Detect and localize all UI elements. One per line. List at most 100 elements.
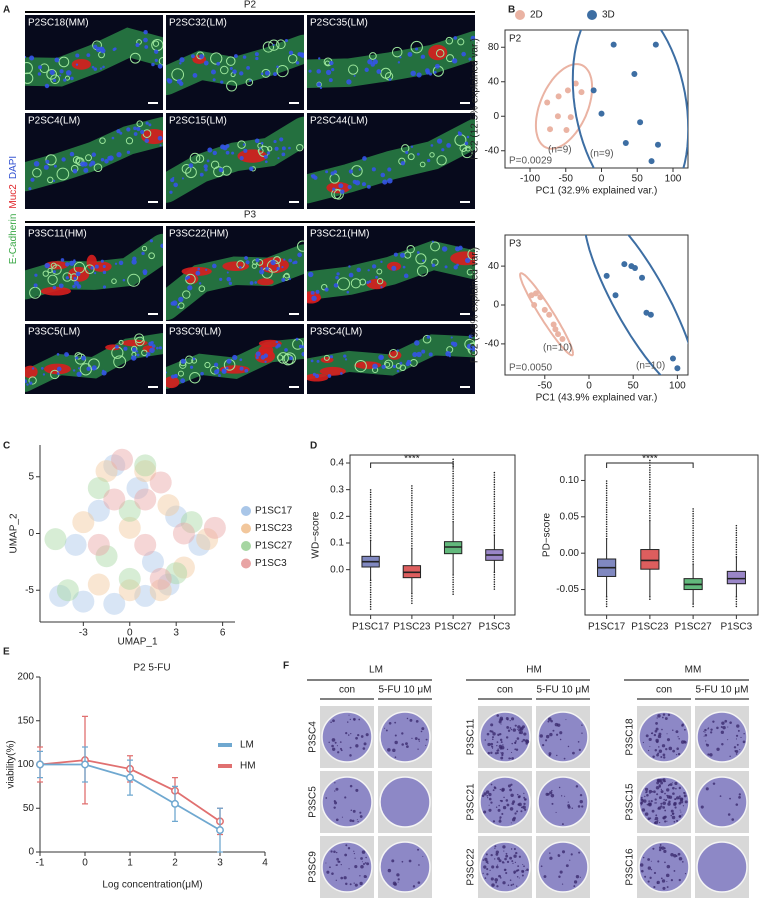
colony bbox=[660, 788, 663, 791]
colony bbox=[521, 869, 525, 873]
colony bbox=[513, 848, 516, 851]
colony bbox=[365, 856, 367, 859]
nucleus bbox=[29, 55, 35, 61]
colony bbox=[366, 862, 370, 866]
nucleus bbox=[73, 276, 77, 281]
colony bbox=[640, 869, 644, 873]
colony bbox=[335, 787, 339, 791]
colony bbox=[673, 854, 677, 858]
colony bbox=[573, 885, 576, 888]
nucleus bbox=[416, 72, 422, 78]
colony-plate bbox=[478, 771, 532, 833]
colony bbox=[511, 860, 514, 863]
colony bbox=[653, 733, 657, 737]
cell-ring bbox=[74, 352, 83, 360]
colony bbox=[742, 740, 746, 744]
nucleus bbox=[170, 178, 175, 183]
nucleus bbox=[297, 252, 302, 258]
nucleus bbox=[171, 374, 175, 379]
colony bbox=[494, 752, 498, 755]
nucleus bbox=[143, 37, 148, 43]
nucleus bbox=[396, 349, 400, 352]
colony bbox=[721, 721, 725, 725]
colony bbox=[333, 850, 336, 854]
colony bbox=[646, 793, 649, 797]
y-tick-label: 200 bbox=[17, 672, 34, 683]
colony bbox=[541, 743, 545, 747]
colony bbox=[359, 811, 362, 814]
colony bbox=[727, 726, 729, 728]
cell-ring bbox=[198, 285, 206, 293]
y-tick-label: 0.10 bbox=[560, 475, 580, 486]
cell-ring bbox=[125, 137, 134, 145]
nucleus bbox=[226, 358, 232, 364]
cell-ring bbox=[461, 146, 473, 159]
colony bbox=[498, 859, 502, 863]
colony bbox=[334, 801, 338, 805]
colony bbox=[522, 863, 524, 866]
nucleus bbox=[284, 348, 288, 352]
colony bbox=[647, 880, 650, 883]
nucleus bbox=[228, 281, 233, 286]
nucleus bbox=[93, 67, 98, 71]
nucleus bbox=[441, 246, 448, 252]
colony bbox=[492, 820, 496, 823]
nucleus bbox=[327, 374, 332, 378]
nucleus bbox=[70, 76, 74, 81]
nucleus bbox=[249, 79, 252, 82]
colony bbox=[644, 787, 649, 791]
cell-ring bbox=[56, 167, 70, 181]
condition-label: con bbox=[656, 685, 672, 696]
colony bbox=[647, 858, 651, 861]
nucleus bbox=[213, 362, 219, 367]
cell-ring bbox=[276, 65, 289, 78]
nucleus bbox=[260, 72, 264, 76]
point bbox=[674, 365, 681, 372]
sample-label: P3SC5 bbox=[308, 786, 319, 818]
nucleus bbox=[431, 240, 434, 243]
colony bbox=[482, 872, 484, 875]
nucleus bbox=[263, 154, 268, 159]
cell-ring bbox=[287, 54, 298, 64]
nucleus bbox=[75, 53, 80, 58]
colony bbox=[500, 799, 503, 803]
nucleus bbox=[371, 167, 376, 172]
nucleus bbox=[311, 174, 316, 179]
colony bbox=[670, 814, 673, 817]
colony bbox=[509, 856, 513, 860]
colony bbox=[526, 868, 529, 872]
y-tick-label: 0.4 bbox=[330, 458, 344, 469]
confidence-ellipse bbox=[534, 63, 594, 150]
colony bbox=[499, 877, 502, 879]
annotation: (n=10) bbox=[543, 343, 572, 354]
cell-ring bbox=[464, 338, 475, 350]
nucleus bbox=[461, 51, 466, 57]
nucleus bbox=[42, 373, 46, 376]
colony bbox=[654, 729, 658, 733]
group-title: P2 bbox=[244, 0, 257, 11]
cell-ring bbox=[47, 274, 58, 285]
nucleus bbox=[210, 69, 216, 75]
colony bbox=[341, 816, 343, 818]
colony bbox=[490, 801, 493, 804]
y-tick-label: 0 bbox=[28, 847, 34, 858]
nucleus bbox=[410, 70, 416, 77]
colony bbox=[490, 877, 494, 881]
colony bbox=[494, 847, 496, 849]
colony bbox=[652, 755, 655, 759]
colony bbox=[680, 811, 682, 813]
legend-marker bbox=[515, 10, 525, 20]
colony bbox=[540, 865, 543, 868]
nucleus bbox=[158, 346, 163, 350]
nucleus bbox=[400, 161, 406, 166]
point bbox=[180, 511, 203, 534]
nucleus bbox=[141, 251, 145, 256]
colony bbox=[401, 743, 404, 746]
nucleus bbox=[329, 60, 334, 66]
nucleus bbox=[348, 169, 353, 174]
point bbox=[149, 471, 172, 494]
nucleus bbox=[298, 344, 303, 349]
colony bbox=[669, 783, 673, 786]
nucleus bbox=[446, 143, 451, 148]
